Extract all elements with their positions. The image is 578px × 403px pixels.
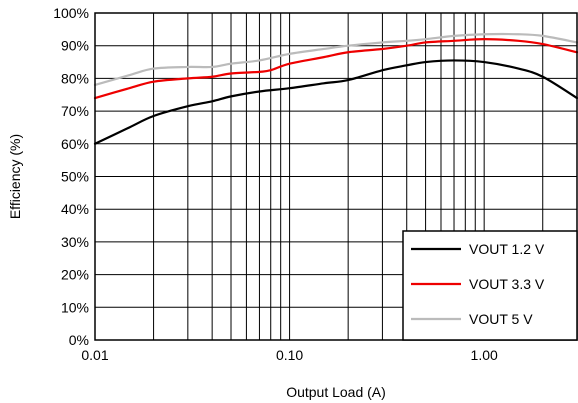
y-tick-label: 70% <box>61 103 89 119</box>
legend-entry: VOUT 5 V <box>469 311 533 327</box>
series-line-1 <box>93 59 578 145</box>
y-tick-label: 80% <box>61 70 89 86</box>
legend-entry: VOUT 3.3 V <box>469 276 545 292</box>
x-axis-ticks: 0.01 0.10 1.00 <box>81 347 498 363</box>
series-lines <box>93 32 578 145</box>
series-line-2 <box>93 38 578 100</box>
y-tick-label: 20% <box>61 267 89 283</box>
plot-border <box>94 12 578 341</box>
y-axis-label: Efficiency (%) <box>7 134 23 219</box>
series-line-3 <box>93 32 578 87</box>
y-tick-label: 30% <box>61 234 89 250</box>
legend-entry: VOUT 1.2 V <box>469 241 545 257</box>
y-tick-label: 40% <box>61 201 89 217</box>
x-tick-label: 0.01 <box>81 347 108 363</box>
y-tick-label: 50% <box>61 169 89 185</box>
y-tick-label: 90% <box>61 38 89 54</box>
x-tick-label: 0.10 <box>276 347 303 363</box>
y-tick-label: 0% <box>69 332 89 348</box>
y-tick-label: 100% <box>53 5 89 21</box>
y-tick-label: 60% <box>61 136 89 152</box>
y-tick-label: 10% <box>61 299 89 315</box>
x-tick-label: 1.00 <box>471 347 498 363</box>
y-axis-ticks: 0% 10% 20% 30% 40% 50% 60% 70% 80% 90% 100% <box>53 5 89 348</box>
x-axis-label: Output Load (A) <box>286 384 386 400</box>
legend: VOUT 1.2 V VOUT 3.3 V VOUT 5 V <box>402 230 578 341</box>
